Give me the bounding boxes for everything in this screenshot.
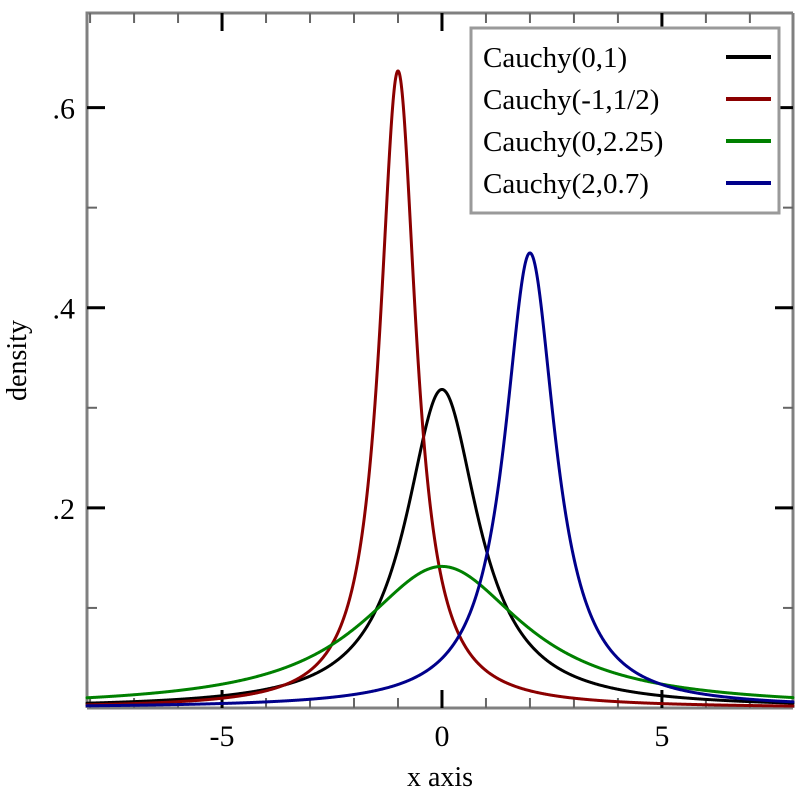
density-curve-1 [85,69,795,708]
density-curve-0 [85,387,795,705]
axis-titles: x axis density [2,320,473,793]
x-axis-title: x axis [407,762,473,793]
legend-label-1[interactable]: Cauchy(-1,1/2) [483,84,659,116]
plot-spines [85,11,795,710]
y-axis-title: density [2,320,33,401]
x-tick-label: 0 [434,720,449,753]
density-curves [85,69,795,708]
density-curve-2 [85,564,795,700]
y-tick-label: .2 [53,493,76,526]
legend-label-2[interactable]: Cauchy(0,2.25) [483,126,663,158]
y-tick-label: .6 [53,93,76,126]
legend[interactable]: Cauchy(0,1) Cauchy(-1,1/2) Cauchy(0,2.25) C… [469,26,781,215]
x-tick-label: -5 [210,720,235,753]
legend-label-3[interactable]: Cauchy(2,0.7) [483,168,649,200]
y-tick-label: .4 [53,293,76,326]
density-curve-3 [85,251,795,708]
axis-tick-labels: -5 0 5 .2 .4 .6 [53,93,670,753]
legend-label-0[interactable]: Cauchy(0,1) [483,42,627,74]
x-tick-label: 5 [654,720,669,753]
left-top-spine [85,11,793,708]
